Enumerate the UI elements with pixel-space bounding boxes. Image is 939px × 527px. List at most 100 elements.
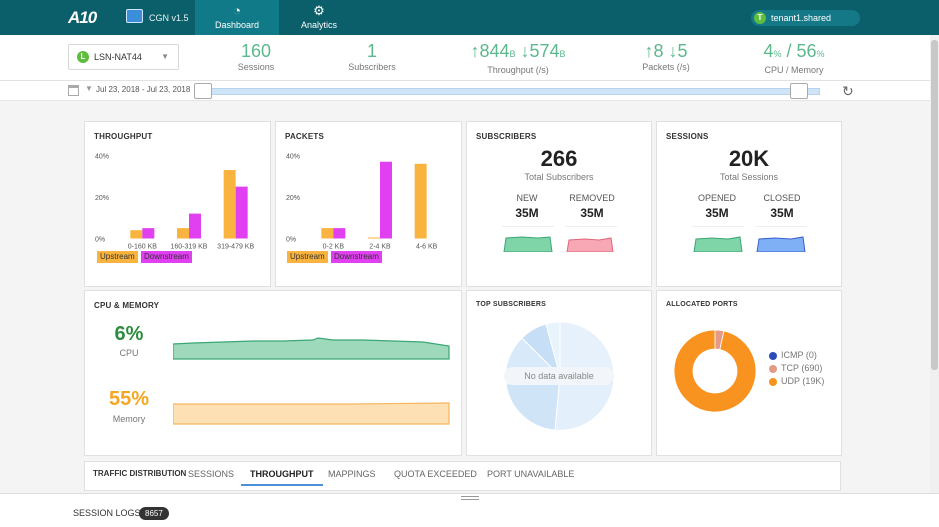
bar-upstream[interactable] [414, 163, 427, 239]
y-tick-label: 20% [95, 195, 109, 202]
cpu-area-chart [173, 337, 450, 360]
bar-upstream[interactable] [130, 230, 143, 239]
tab-mappings[interactable]: MAPPINGS [328, 469, 376, 479]
x-tick-label: 0-160 KB [128, 244, 158, 251]
legend-tcp-label: TCP (690) [781, 363, 823, 373]
time-range-slider[interactable] [203, 88, 820, 95]
cpu-unit: % [773, 49, 782, 59]
legend-downstream[interactable]: Downstream [331, 251, 382, 263]
bar-downstream[interactable] [380, 161, 392, 239]
tenant-selector[interactable]: T tenant1.shared [751, 10, 860, 26]
packets-bar-chart: 0% 20% 40% 0-2 KB 2-4 KB 4-6 KB [286, 154, 438, 251]
bar-upstream[interactable] [223, 170, 236, 239]
tab-analytics[interactable]: ⚙ Analytics [277, 0, 361, 35]
new-sparkline [502, 226, 554, 252]
legend-upstream[interactable]: Upstream [97, 251, 138, 263]
throughput-up-unit: B [509, 49, 516, 59]
analytics-icon: ⚙ [313, 3, 325, 18]
calendar-icon[interactable] [68, 85, 79, 96]
tab-analytics-label: Analytics [300, 20, 337, 30]
top-nav-bar: A10 CGN v1.5 ◔ Dashboard ⚙ Analytics T t… [0, 0, 939, 35]
tab-dashboard[interactable]: ◔ Dashboard [195, 0, 279, 35]
device-select[interactable]: L LSN-NAT44 ▼ [68, 44, 179, 70]
sessions-value: 160 [240, 41, 272, 61]
slider-handle-start[interactable] [194, 83, 212, 99]
tab-throughput[interactable]: THROUGHPUT [241, 469, 323, 486]
legend-tcp[interactable]: TCP (690) [769, 363, 824, 376]
cpu-label: CPU [119, 348, 139, 358]
allocated-ports-card-title: ALLOCATED PORTS [666, 301, 738, 308]
legend-udp[interactable]: UDP (19K) [769, 376, 824, 389]
bar-upstream[interactable] [368, 237, 380, 239]
subscribers-total: 266 [540, 146, 578, 171]
icmp-dot [769, 351, 777, 360]
monitor-icon [126, 9, 143, 23]
closed-label: CLOSED [763, 193, 801, 203]
legend-upstream[interactable]: Upstream [287, 251, 328, 263]
y-tick-label: 0% [95, 237, 105, 244]
resize-handle-icon[interactable] [461, 496, 479, 500]
x-tick-label: 319-479 KB [217, 244, 254, 251]
donut-slice[interactable] [673, 329, 757, 413]
stat-cpu-memory: 4% / 56% CPU / Memory [760, 41, 828, 75]
cpu-mem-sep: / [781, 41, 797, 61]
cpu-memory-value: 4% / 56% [760, 41, 828, 64]
summary-bar: L LSN-NAT44 ▼ 160 Sessions 1 Subscribers… [0, 35, 939, 81]
chevron-down-icon: ▼ [161, 52, 169, 61]
date-range[interactable]: Jul 23, 2018 - Jul 23, 2018 [96, 85, 191, 94]
a10-logo[interactable]: A10 [68, 8, 97, 27]
packets-card-title: PACKETS [285, 132, 325, 141]
removed-value: 35M [580, 206, 604, 220]
sessions-total: 20K [728, 146, 770, 171]
chevron-down-icon[interactable]: ▼ [85, 84, 93, 93]
packets-card: PACKETS 0% 20% 40% 0-2 KB 2-4 KB 4-6 KB Upstr… [275, 121, 462, 287]
device-name: LSN-NAT44 [94, 52, 142, 62]
refresh-icon[interactable]: ↻ [842, 83, 854, 99]
opened-sparkline [692, 226, 744, 252]
x-tick-label: 0-2 KB [323, 244, 345, 251]
mem-unit: % [816, 49, 825, 59]
cpu-memory-card-title: CPU & MEMORY [94, 301, 160, 310]
opened-value: 35M [705, 206, 729, 220]
bar-upstream[interactable] [321, 228, 334, 239]
tab-quota-exceeded[interactable]: QUOTA EXCEEDED [394, 469, 477, 479]
stat-subscribers: 1 Subscribers [340, 41, 404, 72]
throughput-label: Throughput (/s) [487, 65, 549, 75]
device-badge: L [77, 51, 89, 63]
tab-sessions[interactable]: SESSIONS [188, 469, 235, 479]
cpu-value: 6% [114, 323, 144, 345]
session-logs-label[interactable]: SESSION LOGS [73, 508, 141, 518]
packets-up: ↑8 [644, 41, 664, 61]
page-scrollbar-thumb[interactable] [931, 40, 938, 370]
bar-downstream[interactable] [189, 213, 201, 239]
bar-downstream[interactable] [333, 228, 346, 239]
session-logs-count: 8657 [139, 507, 169, 520]
memory-label: Memory [112, 414, 146, 424]
subscribers-value: 1 [366, 41, 377, 61]
bar-downstream[interactable] [235, 186, 248, 239]
bar-upstream[interactable] [177, 228, 189, 239]
tenant-name: tenant1.shared [771, 13, 832, 23]
stat-throughput: ↑844B ↓574B Throughput (/s) [462, 41, 574, 75]
packets-label: Packets (/s) [642, 62, 690, 72]
legend-icmp[interactable]: ICMP (0) [769, 350, 824, 363]
top-subscribers-card-title: TOP SUBSCRIBERS [476, 301, 547, 308]
opened-label: OPENED [697, 193, 736, 203]
udp-dot [769, 377, 777, 386]
sessions-card: SESSIONS 20K Total Sessions OPENED 35M C… [656, 121, 842, 287]
removed-label: REMOVED [569, 193, 615, 203]
tenant-badge: T [754, 12, 766, 24]
removed-sparkline [565, 226, 617, 252]
throughput-card-title: THROUGHPUT [94, 132, 153, 141]
bar-downstream[interactable] [142, 228, 155, 239]
dashboard-icon: ◔ [233, 3, 241, 18]
subscribers-card-title: SUBSCRIBERS [476, 132, 537, 141]
slider-handle-end[interactable] [790, 83, 808, 99]
memory-value: 55% [108, 388, 150, 410]
x-tick-label: 160-319 KB [171, 244, 208, 251]
legend-downstream[interactable]: Downstream [141, 251, 192, 263]
tab-port-unavailable[interactable]: PORT UNAVAILABLE [487, 469, 575, 479]
x-tick-label: 2-4 KB [369, 244, 391, 251]
closed-value: 35M [770, 206, 794, 220]
memory-area-chart [173, 402, 450, 425]
